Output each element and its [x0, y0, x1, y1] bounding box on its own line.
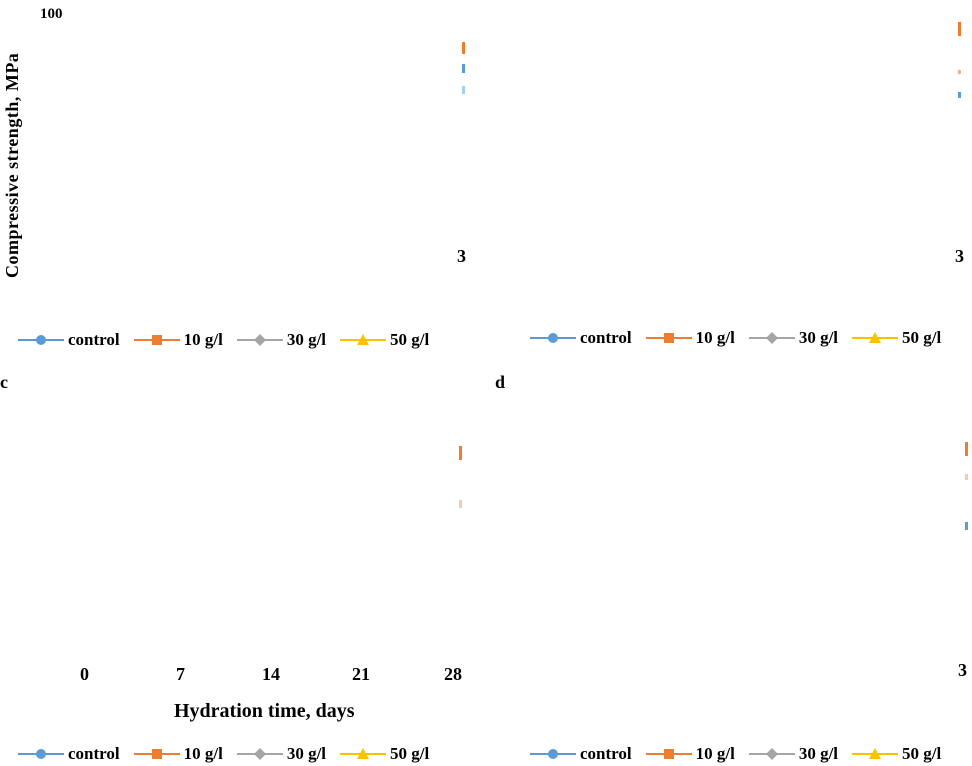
legend-line-circle-icon [530, 749, 576, 759]
legend-line-square-icon [133, 335, 180, 345]
legend-line-circle-icon [18, 749, 64, 759]
series-stub-50gl-b [958, 70, 961, 74]
legend-line-triangle-icon [340, 334, 387, 345]
legend-line-square-icon [133, 749, 180, 759]
legend-marker-circle [548, 749, 558, 759]
legend-item: 50 g/l [852, 328, 941, 348]
x-tick-c-14: 14 [262, 664, 280, 684]
legend-item-label: 10 g/l [183, 330, 223, 349]
legend-marker-diamond [765, 748, 778, 760]
legend-item-label: 50 g/l [902, 744, 942, 763]
y-tick-top: 100 [40, 6, 63, 22]
legend-line-diamond-icon [236, 334, 283, 346]
legend-item-label: 30 g/l [286, 744, 327, 763]
legend-line-square-icon [645, 749, 692, 759]
series-stub-30gl-d [965, 474, 968, 480]
series-stub-control-b [958, 92, 961, 98]
legend-marker-triangle [869, 332, 882, 343]
legend-item: control [18, 744, 120, 764]
legend-line-triangle-icon [340, 748, 387, 759]
legend-item-label: control [68, 744, 120, 763]
series-stub-10gl-b [958, 22, 961, 36]
series-stub-30gl-c [459, 500, 462, 508]
legend-item: 50 g/l [852, 744, 941, 764]
legend-line-circle-icon [18, 335, 64, 345]
series-stub-10gl-d [965, 442, 968, 456]
legend-item-label: 50 g/l [390, 330, 430, 349]
legend-item-label: 30 g/l [798, 744, 839, 763]
legend-item: control [18, 330, 120, 350]
legend-marker-diamond [765, 332, 778, 344]
legend-marker-circle [36, 335, 46, 345]
legend-marker-circle [548, 333, 558, 343]
legend-marker-square [663, 333, 674, 343]
legend-item-label: 10 g/l [695, 744, 735, 763]
legend-item: control [530, 744, 632, 764]
legend-line-diamond-icon [748, 332, 795, 344]
series-stub-control-d [965, 522, 968, 530]
legend-a: control 10 g/l 30 g/l 50 g/l [18, 330, 443, 350]
panel-letter-c: c [0, 372, 8, 392]
x-axis-label: Hydration time, days [174, 700, 355, 722]
legend-b: control 10 g/l 30 g/l 50 g/l [530, 328, 955, 348]
series-stub-10gl-a [462, 42, 465, 54]
legend-d: control 10 g/l 30 g/l 50 g/l [530, 744, 955, 764]
legend-marker-square [151, 749, 162, 759]
x-tick-c-28: 28 [444, 664, 462, 684]
legend-item: 10 g/l [645, 328, 735, 348]
x-tick-d: 3 [958, 660, 967, 680]
series-stub-30gl-a [462, 86, 465, 94]
legend-item-label: 30 g/l [798, 328, 839, 347]
x-tick-b: 3 [955, 246, 964, 266]
legend-item-label: control [580, 744, 632, 763]
legend-line-diamond-icon [748, 748, 795, 760]
legend-item: 30 g/l [748, 328, 839, 348]
x-tick-c-21: 21 [352, 664, 370, 684]
series-stub-10gl-c [459, 446, 462, 460]
legend-item-label: 50 g/l [902, 328, 942, 347]
legend-c: control 10 g/l 30 g/l 50 g/l [18, 744, 443, 764]
legend-marker-diamond [253, 748, 266, 760]
legend-item-label: 10 g/l [695, 328, 735, 347]
legend-item: 30 g/l [236, 330, 327, 350]
legend-item: 30 g/l [748, 744, 839, 764]
legend-item: 50 g/l [340, 744, 429, 764]
legend-line-square-icon [645, 333, 692, 343]
legend-marker-square [663, 749, 674, 759]
x-tick-c-7: 7 [176, 664, 185, 684]
legend-item-label: 30 g/l [286, 330, 327, 349]
legend-marker-triangle [869, 748, 882, 759]
legend-line-triangle-icon [852, 748, 899, 759]
legend-item-label: 10 g/l [183, 744, 223, 763]
legend-line-circle-icon [530, 333, 576, 343]
legend-marker-diamond [253, 334, 266, 346]
legend-item: 30 g/l [236, 744, 327, 764]
y-axis-label: Compressive strength, MPa [2, 52, 22, 278]
legend-item: control [530, 328, 632, 348]
legend-marker-square [151, 335, 162, 345]
legend-item-label: control [68, 330, 120, 349]
legend-line-triangle-icon [852, 332, 899, 343]
legend-item-label: control [580, 328, 632, 347]
x-tick-a: 3 [457, 246, 466, 266]
legend-item: 50 g/l [340, 330, 429, 350]
legend-item: 10 g/l [133, 744, 223, 764]
panel-letter-d: d [495, 372, 506, 392]
series-stub-control-a [462, 64, 465, 73]
legend-marker-circle [36, 749, 46, 759]
x-tick-c-0: 0 [80, 664, 89, 684]
legend-marker-triangle [357, 334, 370, 345]
legend-line-diamond-icon [236, 748, 283, 760]
legend-item: 10 g/l [645, 744, 735, 764]
legend-item: 10 g/l [133, 330, 223, 350]
legend-marker-triangle [357, 748, 370, 759]
legend-item-label: 50 g/l [390, 744, 430, 763]
